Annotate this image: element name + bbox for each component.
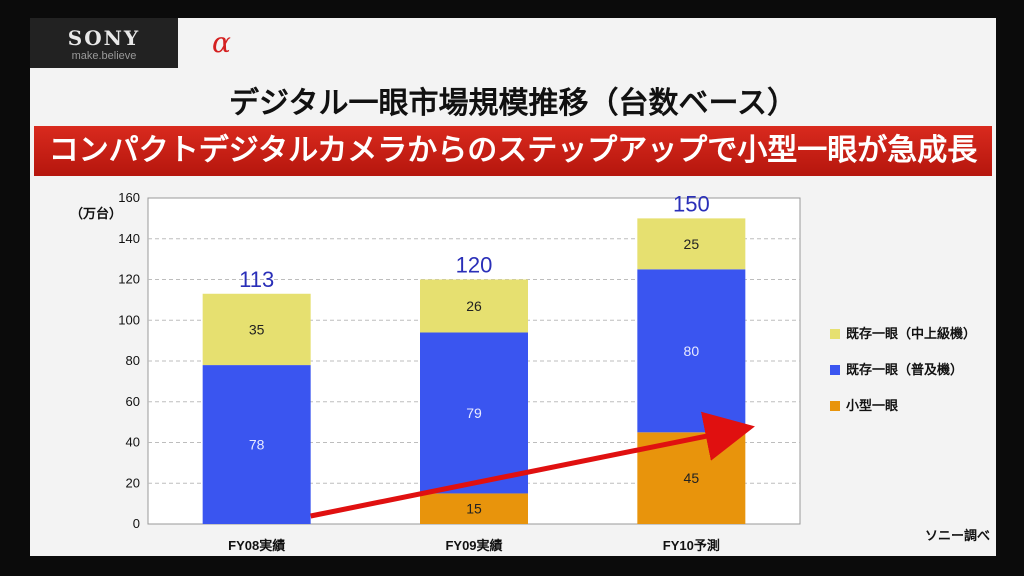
segment-value-label: 78 [249, 437, 265, 453]
bar-total-label: 113 [239, 267, 274, 292]
x-category-label: FY09実績 [445, 538, 502, 553]
legend-label: 既存一眼（普及機） [846, 362, 963, 378]
source-note: ソニー調べ [925, 528, 990, 544]
legend-swatch [830, 329, 840, 339]
segment-value-label: 79 [466, 405, 482, 421]
brand-tagline: make.believe [71, 50, 137, 62]
y-tick-label: 60 [126, 394, 140, 409]
y-tick-label: 40 [126, 435, 140, 450]
legend-label: 既存一眼（中上級機） [846, 326, 976, 342]
segment-value-label: 35 [249, 321, 265, 337]
bar-total-label: 120 [456, 253, 493, 278]
y-tick-label: 20 [126, 475, 140, 490]
segment-value-label: 80 [684, 343, 700, 359]
segment-value-label: 25 [684, 236, 700, 252]
slide-title: デジタル一眼市場規模推移（台数ベース） [229, 86, 797, 121]
bar-segment [420, 279, 528, 333]
bar-segment [637, 218, 746, 270]
y-tick-label: 100 [118, 312, 140, 327]
segment-value-label: 45 [684, 470, 700, 486]
bar-segment [420, 332, 528, 494]
y-tick-label: 0 [133, 516, 140, 531]
bar-segment [420, 493, 528, 524]
y-tick-label: 120 [118, 272, 140, 287]
segment-value-label: 26 [466, 298, 482, 314]
bar-segment [637, 269, 746, 433]
x-category-label: FY10予測 [663, 538, 720, 553]
y-axis-unit-label: （万台） [70, 206, 122, 222]
y-tick-label: 80 [126, 353, 140, 368]
alpha-logo-icon: α [212, 26, 231, 59]
legend-swatch [830, 401, 840, 411]
y-tick-label: 140 [118, 231, 140, 246]
sony-logo: SONY make.believe [30, 18, 178, 68]
bar-total-label: 150 [673, 191, 710, 216]
bar-segment [202, 365, 311, 524]
segment-value-label: 15 [466, 501, 482, 517]
presentation-slide: SONY make.believe α デジタル一眼市場規模推移（台数ベース） … [30, 18, 996, 556]
brand-name: SONY [67, 26, 141, 50]
y-tick-label: 160 [118, 190, 140, 205]
slide-banner: コンパクトデジタルカメラからのステップアップで小型一眼が急成長 [34, 126, 992, 176]
growth-arrow [310, 411, 755, 519]
legend-swatch [830, 365, 840, 375]
bar-segment [202, 293, 311, 366]
x-category-label: FY08実績 [228, 538, 285, 553]
legend-label: 小型一眼 [846, 398, 899, 414]
